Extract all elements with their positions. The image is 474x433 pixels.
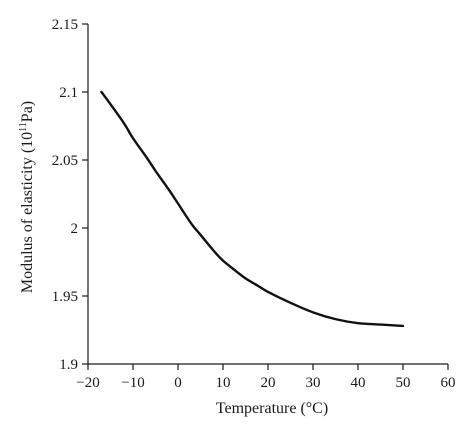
x-axis-title: Temperature (°C) [216,400,328,417]
x-tick-label: −10 [121,375,144,391]
y-tick-label: 2.05 [52,153,78,169]
axis-lines [87,24,448,365]
series-line [100,90,405,328]
y-tick-label: 1.9 [59,357,78,373]
y-axis-title-suffix: Pa) [19,101,36,122]
y-tick-label: 2.15 [52,17,78,33]
y-tick-label: 1.95 [52,289,78,305]
x-tick-label: −20 [76,375,99,391]
x-tick-label: 10 [216,375,231,391]
y-axis-title: Modulus of elasticity (1011Pa) [18,101,36,293]
y-tick-label: 2.1 [59,85,78,101]
series-group [100,90,405,328]
y-tick-label: 2 [71,221,79,237]
x-axis-ticks: −20 −10 0 10 20 30 40 50 60 [76,364,456,391]
x-tick-label: 20 [261,375,276,391]
y-axis-title-exponent: 11 [18,122,29,132]
x-tick-label: 50 [396,375,411,391]
x-tick-label: 60 [441,375,456,391]
x-tick-label: 40 [351,375,366,391]
y-axis-title-prefix: Modulus of elasticity (10 [19,132,36,293]
x-tick-label: 30 [306,375,321,391]
axes [87,24,448,365]
x-tick-label: 0 [174,375,182,391]
y-axis-ticks: 1.9 1.95 2 2.05 2.1 2.15 [52,17,88,373]
